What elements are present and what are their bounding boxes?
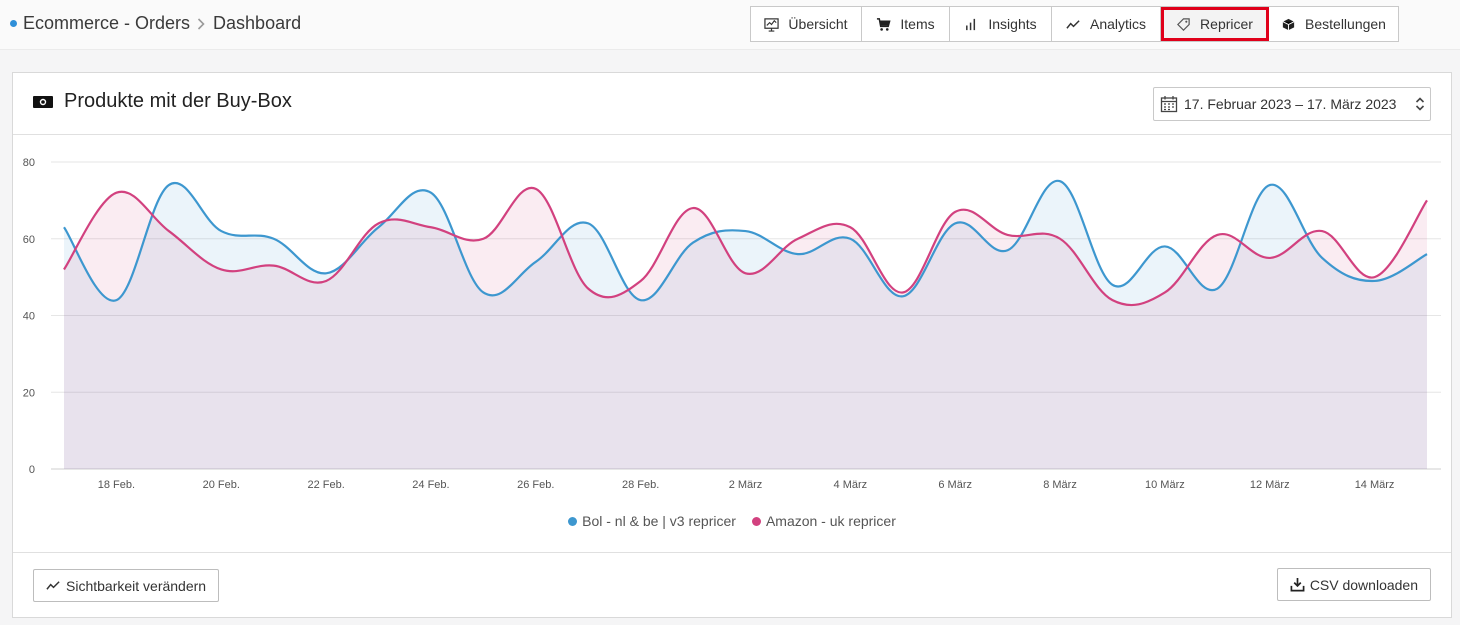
download-icon [1290, 577, 1305, 592]
y-tick-label: 20 [23, 387, 35, 399]
section-tabs: Übersicht Items Insights Analytics Repri… [750, 6, 1399, 42]
monitor-chart-icon [764, 17, 780, 32]
x-tick-label: 20 Feb. [203, 479, 240, 491]
date-range-value: 17. Februar 2023 – 17. März 2023 [1184, 96, 1397, 112]
tab-label: Repricer [1200, 16, 1253, 32]
chevron-right-icon [197, 17, 205, 30]
tab-label: Insights [988, 16, 1037, 32]
top-bar: Ecommerce - Orders Dashboard Übersicht I… [0, 0, 1460, 50]
x-tick-label: 6 März [938, 479, 972, 491]
x-tick-label: 24 Feb. [412, 479, 449, 491]
x-tick-label: 10 März [1145, 479, 1185, 491]
y-tick-label: 80 [23, 157, 35, 169]
date-range-select[interactable]: 17. Februar 2023 – 17. März 2023 [1153, 87, 1431, 121]
tab-repricer[interactable]: Repricer [1161, 7, 1269, 41]
tab-label: Bestellungen [1305, 16, 1386, 32]
change-visibility-button[interactable]: Sichtbarkeit verändern [33, 569, 220, 602]
x-tick-label: 4 März [834, 479, 868, 491]
calendar-icon [1160, 96, 1178, 113]
tab-label: Analytics [1089, 16, 1147, 32]
y-tick-label: 60 [23, 234, 35, 246]
chart-svg: 0 20 40 60 80 18 Feb. 20 Feb. 22 Feb. 24 Feb. 26 … [23, 157, 1441, 491]
x-tick-label: 26 Feb. [517, 479, 554, 491]
breadcrumb-item-dashboard: Dashboard [213, 13, 302, 33]
tab-items[interactable]: Items [862, 7, 950, 41]
chart-legend: Bol - nl & be | v3 repricer Amazon - uk r… [13, 513, 1451, 529]
money-icon [33, 95, 53, 108]
x-tick-label: 12 März [1250, 479, 1290, 491]
series-line-1 [63, 180, 1428, 302]
buy-box-chart: 0 20 40 60 80 18 Feb. 20 Feb. 22 Feb. 24 Feb. 26 … [13, 136, 1451, 548]
cart-icon [877, 17, 891, 31]
trend-line-icon [46, 581, 60, 590]
x-tick-label: 14 März [1355, 479, 1395, 491]
legend-dot [751, 516, 761, 526]
status-dot [10, 20, 17, 27]
tab-label: Items [900, 16, 935, 32]
card-title: Produkte mit der Buy-Box [33, 90, 292, 113]
tab-label: Übersicht [788, 16, 848, 32]
trend-line-icon [1066, 19, 1080, 29]
y-tick-label: 40 [23, 311, 35, 323]
legend-item[interactable]: Bol - nl & be | v3 repricer [568, 513, 736, 529]
tab-bestellungen[interactable]: Bestellungen [1269, 7, 1398, 41]
x-tick-label: 8 März [1043, 479, 1077, 491]
card-header: Produkte mit der Buy-Box 17. Februar 202… [13, 73, 1451, 135]
button-label: CSV downloaden [1309, 576, 1418, 593]
box-icon [1282, 18, 1295, 30]
csv-download-button[interactable]: CSV downloaden [1276, 568, 1431, 601]
tab-analytics[interactable]: Analytics [1052, 7, 1161, 41]
x-tick-label: 22 Feb. [307, 479, 344, 491]
tab-uebersicht[interactable]: Übersicht [751, 7, 862, 41]
x-tick-label: 2 März [729, 479, 763, 491]
series-line-2 [63, 186, 1428, 307]
legend-label: Amazon - uk repricer [765, 513, 896, 529]
bar-chart-icon [966, 18, 976, 30]
tag-icon [1177, 17, 1190, 31]
series-area-1 [64, 180, 1427, 469]
y-tick-label: 0 [29, 464, 35, 476]
legend-dot [568, 516, 578, 526]
legend-item[interactable]: Amazon - uk repricer [751, 513, 896, 529]
legend-label: Bol - nl & be | v3 repricer [582, 513, 736, 529]
card-title-text: Produkte mit der Buy-Box [64, 90, 292, 112]
x-tick-label: 28 Feb. [622, 479, 659, 491]
tab-insights[interactable]: Insights [950, 7, 1052, 41]
buy-box-card: Produkte mit der Buy-Box 17. Februar 202… [12, 72, 1452, 618]
card-footer: Sichtbarkeit verändern CSV downloaden [13, 552, 1451, 619]
x-tick-label: 18 Feb. [98, 479, 135, 491]
updown-chevron-icon [1415, 97, 1425, 111]
breadcrumb: Ecommerce - Orders Dashboard [10, 13, 301, 34]
button-label: Sichtbarkeit verändern [66, 577, 207, 594]
breadcrumb-item-ecommerce-orders[interactable]: Ecommerce - Orders [23, 13, 191, 33]
series-area-2 [64, 187, 1427, 470]
